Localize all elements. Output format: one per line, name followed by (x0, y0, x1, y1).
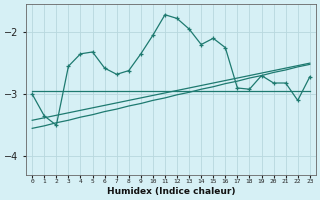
X-axis label: Humidex (Indice chaleur): Humidex (Indice chaleur) (107, 187, 235, 196)
